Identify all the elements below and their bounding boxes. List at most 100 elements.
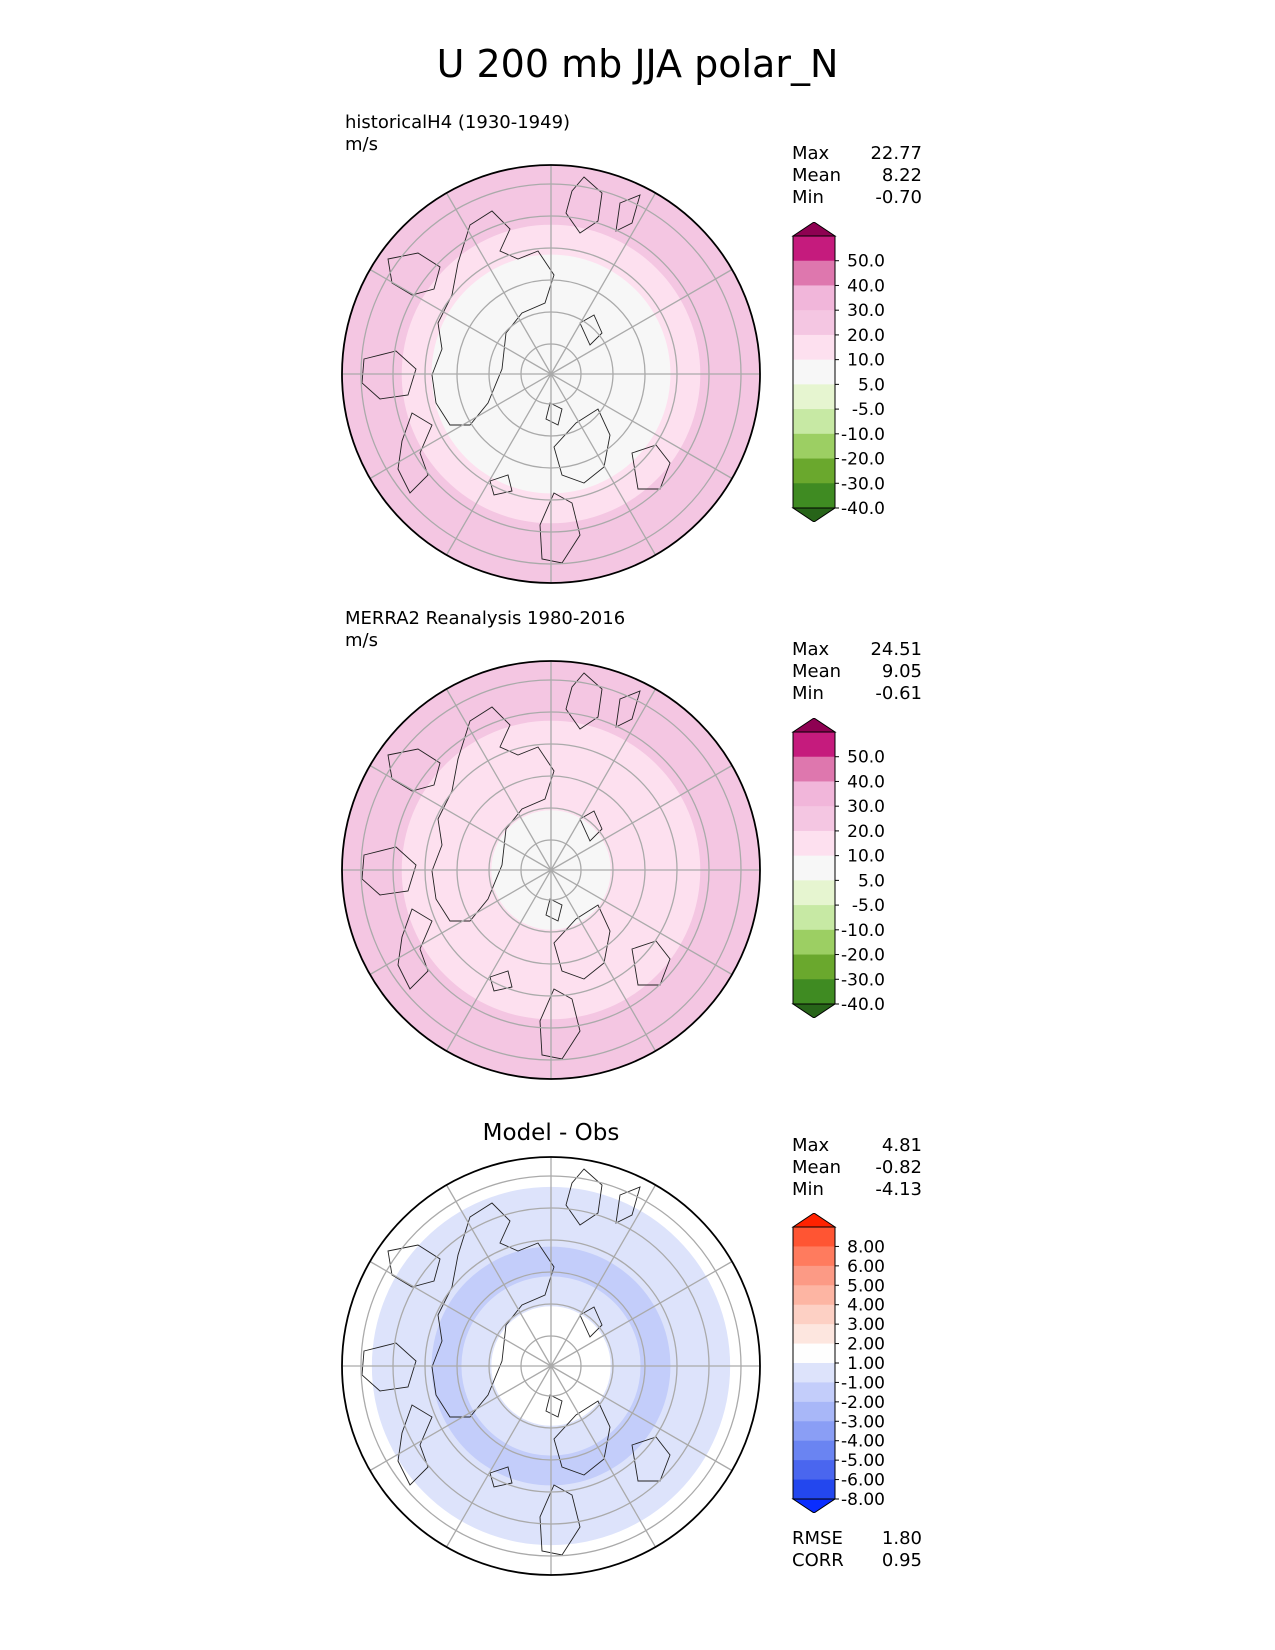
graticule <box>342 165 760 583</box>
panel-obs-units: m/s <box>345 630 378 651</box>
stat-max-value: 22.77 <box>870 143 922 164</box>
colorbar-tick-label: -8.00 <box>841 1490 885 1510</box>
colorbar-tick-label: 8.00 <box>847 1237 885 1257</box>
colorbar-segment <box>793 1324 835 1345</box>
stat-min-label: Min <box>792 187 824 208</box>
colorbar-segment <box>793 1227 835 1247</box>
stat-mean-value: 9.05 <box>881 661 922 682</box>
colorbar-tick-label: -3.00 <box>841 1412 885 1432</box>
colorbar-tick-label: -1.00 <box>841 1373 885 1393</box>
colorbar-tick-label: -10.0 <box>841 921 885 941</box>
colorbar-tick-label: -5.0 <box>852 896 885 916</box>
colorbar-segment <box>793 433 835 460</box>
stat-max-label: Max <box>792 639 830 660</box>
colorbar-tick-label: -30.0 <box>841 970 885 990</box>
colorbar-tick-label: -10.0 <box>841 425 885 445</box>
colorbar-segment <box>793 1382 835 1403</box>
map-boundary <box>341 164 761 584</box>
colorbar-segment <box>793 1460 835 1481</box>
panel-diff-title: Model - Obs <box>482 1120 620 1146</box>
colorbar-tick-label: -40.0 <box>841 499 885 519</box>
colorbar-segment <box>793 458 835 484</box>
stat-max-label: Max <box>792 143 830 164</box>
colorbar-tick-label: 20.0 <box>847 326 885 346</box>
coastline-outlines <box>361 672 671 1060</box>
stat-min-value: -0.70 <box>875 187 922 208</box>
panel-model-dataset: historicalH4 (1930-1949) <box>345 112 571 133</box>
panel-obs-dataset: MERRA2 Reanalysis 1980-2016 <box>345 608 626 629</box>
colorbar-segment <box>793 1363 835 1383</box>
colorbar-tick-label: 10.0 <box>847 351 885 371</box>
colorbar-segment <box>793 409 835 435</box>
colorbar-segment <box>793 1246 835 1267</box>
colorbar-tick-label: 40.0 <box>847 772 885 792</box>
coastline-outlines <box>361 176 671 564</box>
colorbar-segment <box>793 1440 835 1461</box>
colorbar-segment <box>793 310 835 336</box>
colorbar-segment <box>793 979 835 1005</box>
colorbar-segment <box>793 1479 835 1500</box>
colorbar-extend-top <box>791 1213 837 1228</box>
colorbar-segment <box>793 756 835 782</box>
colorbar-tick-label: 10.0 <box>847 847 885 867</box>
graticule <box>342 1157 760 1575</box>
polar-map-model <box>341 164 761 584</box>
colorbar-tick-label: -4.00 <box>841 1432 885 1452</box>
colorbar-tick-label: 40.0 <box>847 276 885 296</box>
colorbar-tick-label: -5.0 <box>852 400 885 420</box>
stat-min-label: Min <box>792 1179 824 1200</box>
stat-mean-value: 8.22 <box>881 165 922 186</box>
colorbar-segment <box>793 483 835 509</box>
stat-rmse-label: RMSE <box>792 1528 843 1549</box>
stat-mean-label: Mean <box>792 661 842 682</box>
colorbar-segment <box>793 880 835 906</box>
colorbar-segment <box>793 260 835 286</box>
stat-mean-value: -0.82 <box>875 1157 922 1178</box>
colorbar-segment <box>793 732 835 758</box>
colorbar-tick-label: 50.0 <box>847 252 885 272</box>
colorbar-extend-top <box>791 222 837 237</box>
colorbar-tick-label: 20.0 <box>847 822 885 842</box>
panel-diff-metrics: RMSE 1.80 CORR 0.95 <box>792 1528 922 1572</box>
panel-model-label: historicalH4 (1930-1949) m/s <box>345 112 570 156</box>
stat-mean-label: Mean <box>792 1157 842 1178</box>
colorbar-tick-label: 5.00 <box>847 1276 885 1296</box>
stat-max-value: 24.51 <box>870 639 922 660</box>
colorbar-segment <box>793 1265 835 1286</box>
panel-obs-label: MERRA2 Reanalysis 1980-2016 m/s <box>345 608 625 652</box>
stat-corr-value: 0.95 <box>881 1550 922 1571</box>
stat-rmse-value: 1.80 <box>881 1528 922 1549</box>
colorbar-frame <box>792 235 836 509</box>
colorbar-segment <box>793 806 835 832</box>
polar-map-obs <box>341 660 761 1080</box>
colorbar-tick-label: -20.0 <box>841 450 885 470</box>
colorbar-segment <box>793 929 835 956</box>
panel-diff-stats: Max 4.81 Mean -0.82 Min -4.13 <box>792 1135 922 1201</box>
panel-obs-stats: Max 24.51 Mean 9.05 Min -0.61 <box>792 639 922 705</box>
colorbar-tick-label: 30.0 <box>847 301 885 321</box>
stat-corr-label: CORR <box>792 1550 844 1571</box>
colorbar-segment <box>793 1285 835 1306</box>
colorbar-segment <box>793 334 835 361</box>
colorbar-extend-bottom <box>791 1498 837 1513</box>
map-boundary <box>341 1156 761 1576</box>
colorbar-segment <box>793 905 835 931</box>
colorbar-diff: 8.006.005.004.003.002.001.00-1.00-2.00-3… <box>791 1213 885 1513</box>
colorbar-tick-label: -6.00 <box>841 1471 885 1491</box>
colorbar-tick-label: -2.00 <box>841 1393 885 1413</box>
colorbar-segment <box>793 1343 835 1364</box>
colorbar-tick-label: 2.00 <box>847 1335 885 1355</box>
panel-model-units: m/s <box>345 134 378 155</box>
colorbar-segment <box>793 1401 835 1422</box>
colorbar-segment <box>793 855 835 881</box>
colorbar-tick-label: 5.0 <box>858 375 885 395</box>
coastline-outlines <box>361 1168 671 1556</box>
panel-model-stats: Max 22.77 Mean 8.22 Min -0.70 <box>792 143 922 209</box>
colorbar-tick-label: 4.00 <box>847 1296 885 1316</box>
stat-max-value: 4.81 <box>881 1135 922 1156</box>
colorbar-tick-label: -30.0 <box>841 474 885 494</box>
colorbar-segment <box>793 359 835 385</box>
graticule <box>342 661 760 1079</box>
colorbar-tick-label: 6.00 <box>847 1257 885 1277</box>
colorbar-tick-label: 3.00 <box>847 1315 885 1335</box>
